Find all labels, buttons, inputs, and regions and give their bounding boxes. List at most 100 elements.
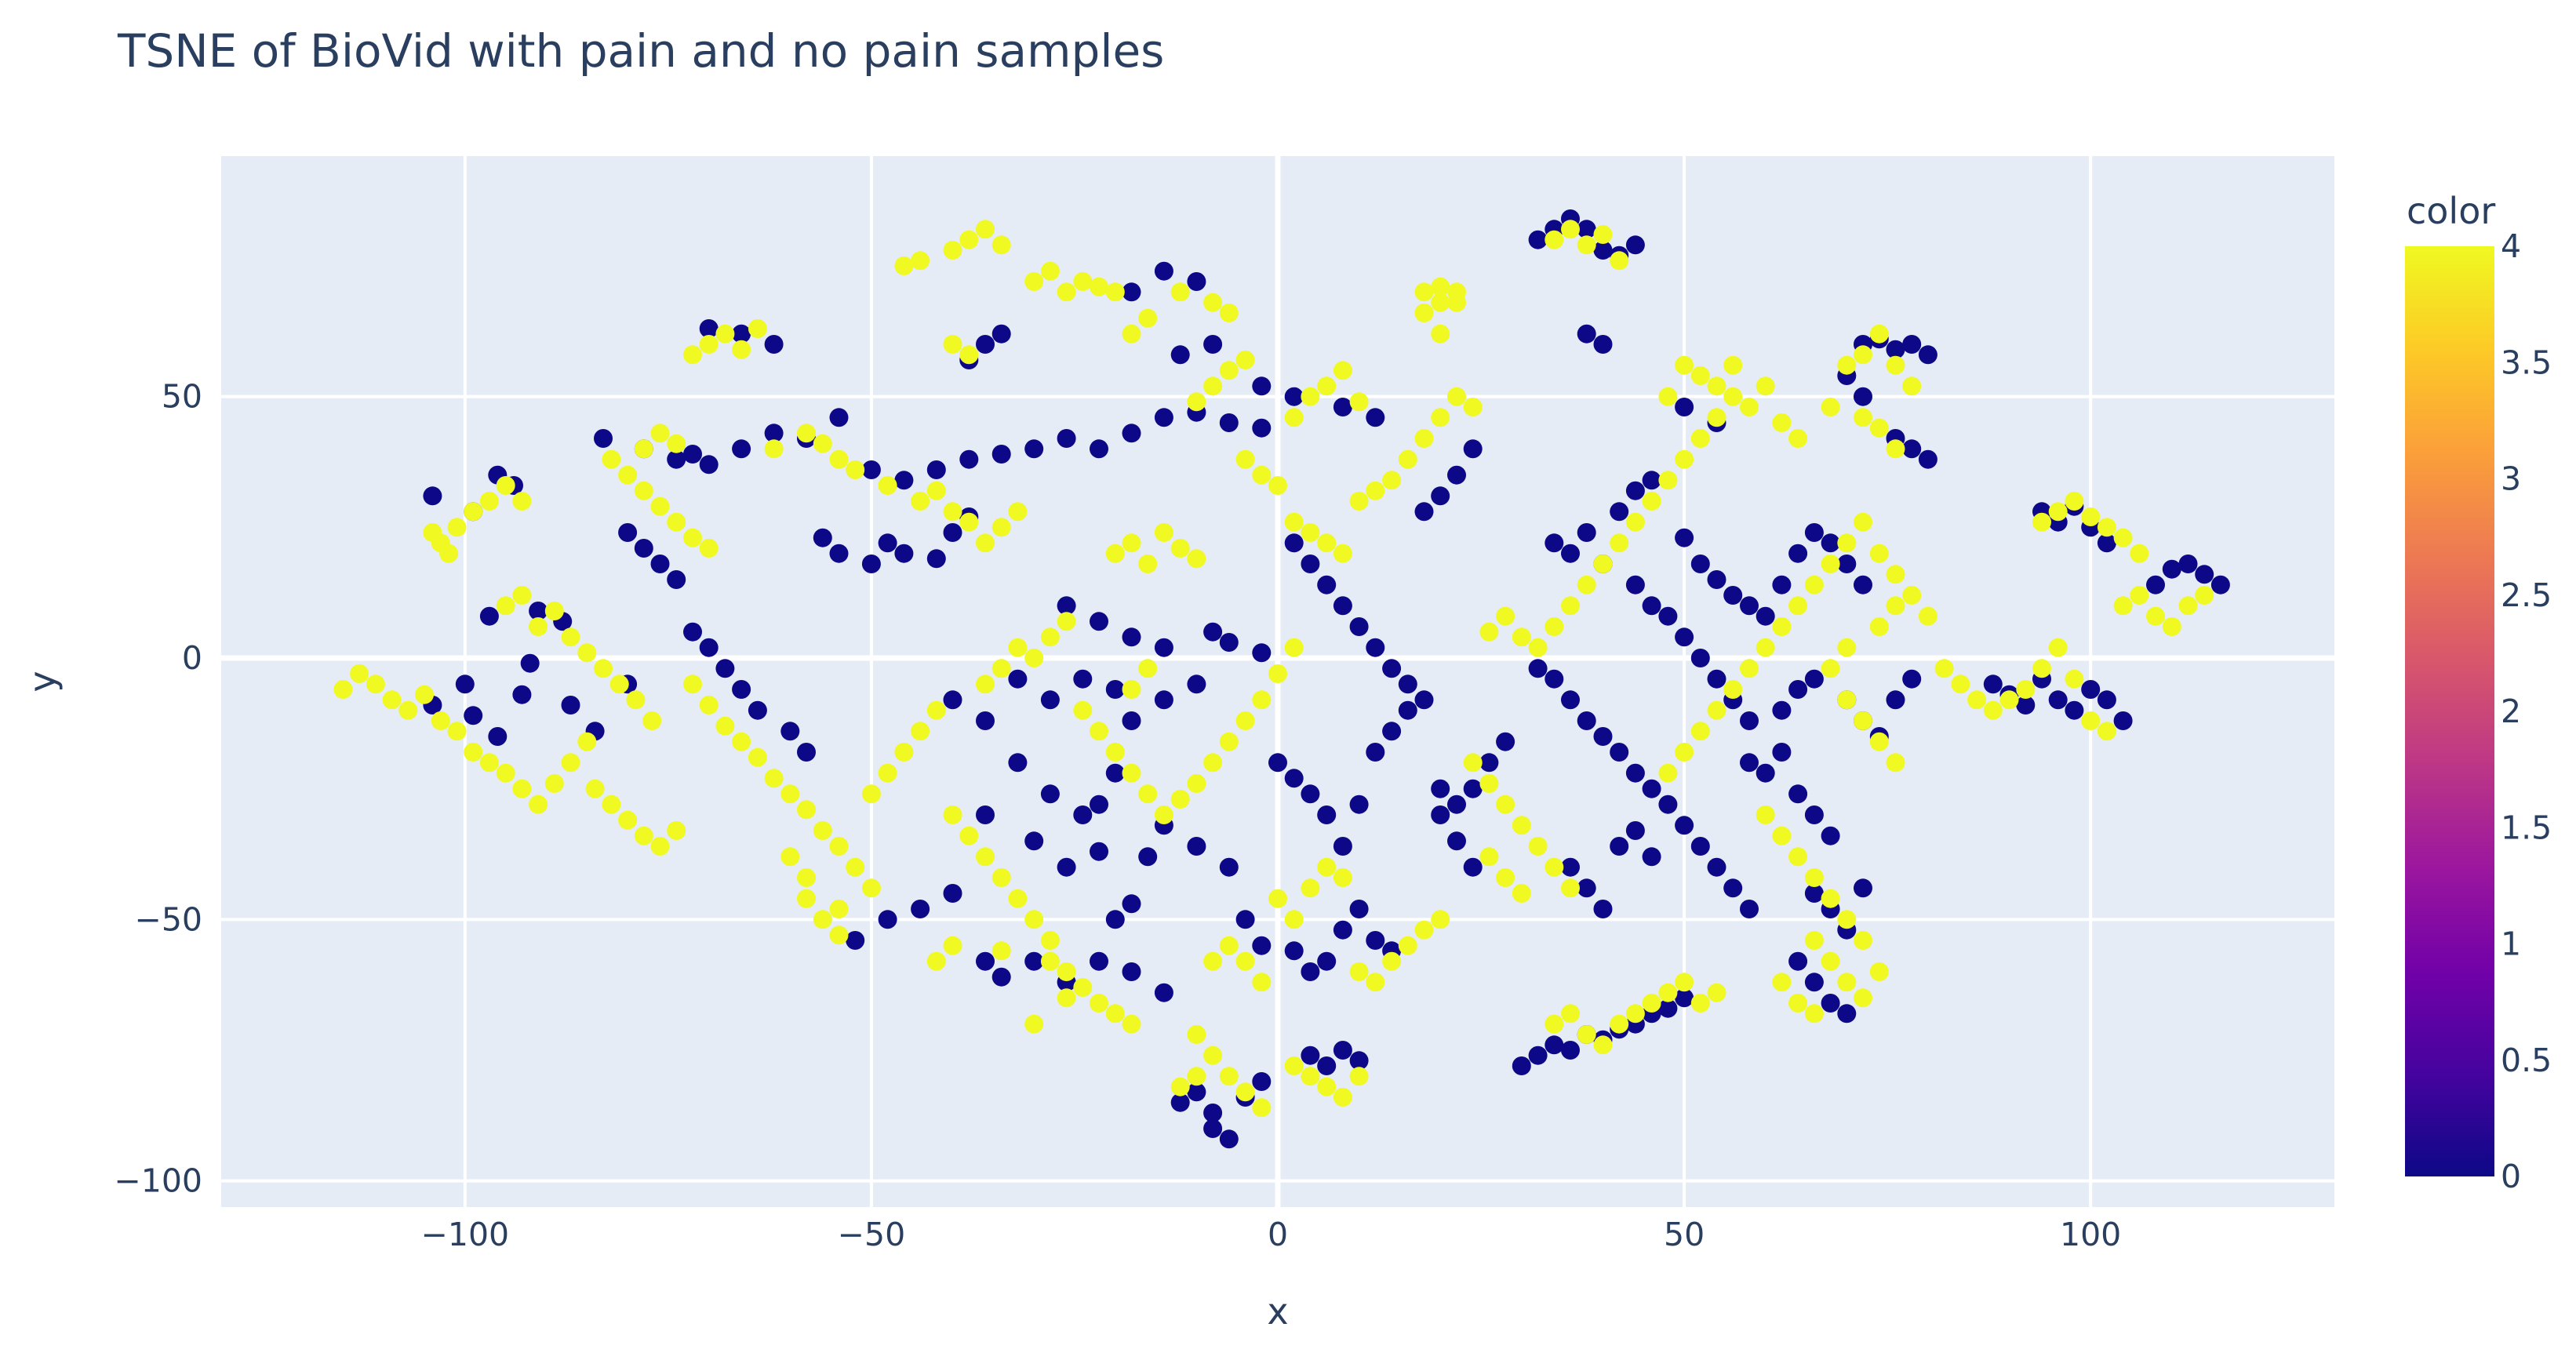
scatter-point	[1772, 413, 1792, 432]
scatter-point	[431, 711, 450, 730]
scatter-point	[1024, 439, 1044, 459]
scatter-point	[1804, 575, 1824, 595]
scatter-point	[1837, 638, 1857, 657]
scatter-point	[1073, 272, 1093, 291]
scatter-point	[1625, 235, 1645, 255]
scatter-point	[1869, 418, 1889, 438]
scatter-point	[2065, 492, 2084, 511]
scatter-point	[1723, 355, 1743, 375]
scatter-point	[1057, 612, 1076, 631]
scatter-point	[1740, 900, 1759, 918]
scatter-point	[943, 805, 962, 824]
scatter-point	[1008, 889, 1028, 908]
scatter-point	[911, 900, 930, 918]
scatter-point	[1170, 539, 1190, 558]
scatter-point	[926, 700, 946, 720]
scatter-point	[1073, 700, 1093, 720]
scatter-point	[529, 602, 548, 620]
scatter-point	[1869, 544, 1889, 563]
scatter-point	[1788, 784, 1808, 804]
scatter-point	[911, 251, 930, 271]
scatter-point	[943, 523, 962, 542]
scatter-point	[1658, 606, 1678, 626]
scatter-point	[366, 674, 385, 694]
scatter-point	[1219, 732, 1239, 751]
scatter-point	[1284, 769, 1304, 788]
scatter-point	[1675, 988, 1694, 1008]
scatter-point	[1463, 398, 1483, 416]
scatter-point	[1788, 680, 1808, 699]
scatter-point	[732, 680, 751, 699]
scatter-point	[1772, 700, 1792, 720]
scatter-point	[479, 753, 499, 773]
scatter-point	[1642, 471, 1661, 490]
scatter-point	[415, 685, 434, 704]
scatter-point	[667, 570, 686, 589]
scatter-point	[1561, 596, 1580, 616]
scatter-point	[1707, 669, 1726, 689]
scatter-point	[1479, 847, 1499, 867]
scatter-point	[894, 256, 914, 275]
scatter-point	[813, 528, 832, 547]
scatter-point	[943, 241, 962, 260]
scatter-point	[1658, 983, 1678, 1002]
scatter-point	[1366, 638, 1385, 657]
scatter-point	[1122, 711, 1141, 730]
colorbar-tick-label: 0.5	[2501, 1042, 2552, 1079]
scatter-point	[1301, 784, 1320, 804]
scatter-point	[1528, 659, 1548, 678]
colorbar-tick-label: 2.5	[2501, 576, 2552, 614]
colorbar-tick-label: 2	[2501, 693, 2521, 730]
scatter-point	[1203, 622, 1223, 642]
scatter-point	[1040, 690, 1060, 710]
scatter-point	[1854, 878, 1872, 898]
scatter-point	[512, 685, 532, 704]
scatter-point	[1105, 282, 1125, 302]
scatter-point	[976, 847, 995, 867]
colorbar-tick-labels: 0 0.5 1 1.5 2 2.5 3 3.5 4	[2501, 227, 2552, 1195]
scatter-point	[926, 951, 946, 971]
scatter-point	[1545, 1035, 1564, 1055]
scatter-point	[976, 951, 995, 971]
scatter-point	[1349, 617, 1369, 636]
scatter-point	[439, 544, 459, 563]
scatter-point	[1675, 973, 1694, 992]
scatter-point	[1577, 523, 1596, 542]
colorbar-tick-label: 3	[2501, 460, 2521, 498]
scatter-point	[894, 743, 914, 762]
scatter-point	[1431, 324, 1450, 344]
scatter-point	[1869, 962, 1889, 981]
scatter-point	[2097, 533, 2116, 553]
scatter-point	[1349, 900, 1369, 918]
scatter-point	[1382, 951, 1402, 971]
scatter-point	[1252, 465, 1272, 485]
scatter-point	[1398, 674, 1417, 694]
scatter-point	[464, 743, 483, 762]
scatter-point	[1593, 727, 1613, 746]
scatter-point	[496, 763, 515, 783]
scatter-point	[1333, 920, 1352, 940]
scatter-point	[1675, 449, 1694, 469]
scatter-point	[1675, 398, 1694, 416]
scatter-point	[1804, 523, 1824, 542]
scatter-point	[1854, 931, 1872, 950]
scatter-point	[1170, 345, 1190, 365]
scatter-point	[1187, 774, 1206, 793]
scatter-point	[1610, 502, 1629, 522]
scatter-point	[1902, 669, 1922, 689]
scatter-point	[1593, 335, 1613, 354]
scatter-point	[1934, 659, 1954, 678]
scatter-point	[2048, 502, 2068, 522]
scatter-point	[1431, 779, 1450, 798]
x-tick-labels: −100 −50 0 50 100	[421, 1216, 2122, 1253]
scatter-point	[829, 900, 849, 918]
scatter-point	[1886, 340, 1905, 359]
scatter-point	[1545, 1014, 1564, 1034]
scatter-point	[1658, 471, 1678, 490]
scatter-point	[1642, 492, 1661, 511]
colorbar-tick-label: 0	[2501, 1158, 2521, 1195]
scatter-point	[1886, 565, 1905, 584]
scatter-point	[1317, 1056, 1337, 1075]
scatter-point	[333, 680, 353, 699]
